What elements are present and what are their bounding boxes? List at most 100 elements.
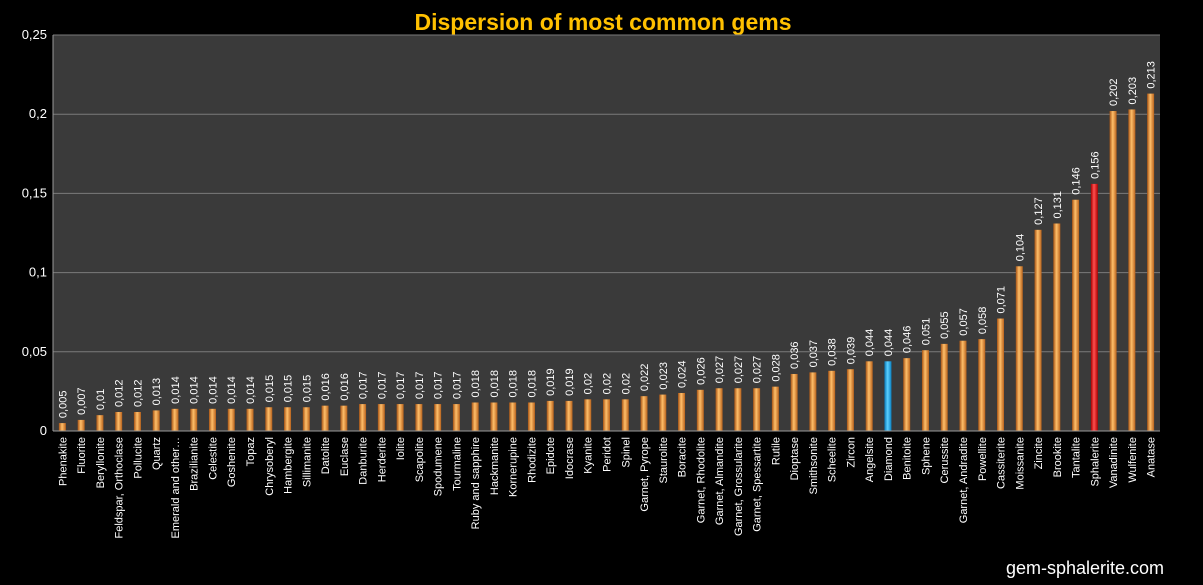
data-label: 0,213 — [1146, 61, 1158, 89]
bar-garnet-grossularite — [734, 388, 742, 431]
data-label: 0,018 — [489, 370, 501, 398]
data-label: 0,014 — [170, 376, 182, 404]
bar-peridot — [603, 399, 610, 431]
data-label: 0,02 — [583, 373, 595, 394]
x-tick-label: Garnet, Almandite — [714, 437, 726, 525]
data-label: 0,014 — [226, 376, 238, 404]
data-label: 0,044 — [864, 329, 876, 357]
x-tick-label: Dioptase — [789, 437, 801, 480]
x-tick-label: Sphene — [920, 437, 932, 475]
bar-boracite — [678, 392, 686, 431]
data-label: 0,014 — [245, 376, 257, 404]
x-tick-label: Garnet, Andradite — [958, 437, 970, 523]
data-label: 0,014 — [189, 376, 201, 404]
y-tick-label: 0,15 — [22, 185, 47, 200]
data-label: 0,013 — [151, 378, 163, 406]
x-tick-label: Spinel — [620, 437, 632, 468]
data-label: 0,104 — [1014, 234, 1026, 262]
x-tick-label: Scapolite — [414, 437, 426, 482]
data-label: 0,02 — [620, 373, 632, 394]
data-label: 0,018 — [526, 370, 538, 398]
bar-chrysoberyl — [265, 407, 273, 431]
bar-euclase — [340, 405, 348, 431]
x-tick-label: Cassiterite — [996, 437, 1008, 489]
bar-danburite — [359, 404, 367, 431]
x-tick-label: Celestite — [207, 437, 219, 480]
data-label: 0,012 — [132, 379, 144, 407]
x-tick-label: Brazilianite — [189, 437, 201, 491]
y-tick-label: 0,2 — [29, 106, 47, 121]
data-label: 0,007 — [76, 387, 88, 415]
x-tick-label: Topaz — [245, 437, 257, 466]
data-label: 0,055 — [939, 311, 951, 339]
bar-powellite — [978, 339, 986, 431]
x-tick-label: Cerussite — [939, 437, 951, 483]
data-label: 0,071 — [996, 286, 1008, 314]
bar-epidote — [546, 400, 554, 431]
x-tick-label: Epidote — [545, 437, 557, 474]
data-label: 0,017 — [358, 372, 370, 400]
x-tick-label: Vanadinite — [1108, 437, 1120, 488]
x-tick-label: Benitoite — [902, 437, 914, 480]
x-tick-label: Idocrase — [564, 437, 576, 479]
data-label: 0,016 — [339, 373, 351, 401]
bar-feldspar-orthoclase — [115, 411, 123, 431]
x-tick-label: Goshenite — [226, 437, 238, 487]
bar-brazilianite — [190, 408, 198, 431]
x-tick-label: Smithsonite — [808, 437, 820, 494]
x-tick-label: Boracite — [677, 437, 689, 477]
data-label: 0,015 — [283, 375, 295, 403]
bar-cerussite — [940, 343, 948, 431]
x-tick-label: Beryllonite — [95, 437, 107, 488]
x-tick-label: Diamond — [883, 437, 895, 481]
x-tick-label: Garnet, Spessartite — [752, 437, 764, 532]
data-label: 0,039 — [845, 337, 857, 365]
data-label: 0,023 — [658, 362, 670, 390]
bar-moissanite — [1015, 266, 1023, 431]
bar-tourmaline — [452, 404, 460, 431]
bar-garnet-pyrope — [640, 396, 648, 431]
data-label: 0,028 — [770, 354, 782, 382]
x-tick-label: Brookite — [1052, 437, 1064, 477]
bar-ruby-and-sapphire — [471, 402, 479, 431]
y-tick-label: 0 — [40, 423, 47, 438]
x-tick-label: Tourmaline — [451, 437, 463, 491]
data-label: 0,017 — [376, 372, 388, 400]
bar-scheelite — [828, 370, 836, 431]
data-label: 0,131 — [1052, 191, 1064, 219]
bar-vanadinite — [1109, 111, 1117, 432]
data-label: 0,057 — [958, 308, 970, 336]
bar-anatase — [1147, 93, 1155, 431]
data-label: 0,046 — [902, 326, 914, 354]
data-label: 0,044 — [883, 329, 895, 357]
bar-sphalerite — [1090, 183, 1098, 431]
x-tick-label: Wulfenite — [1127, 437, 1139, 483]
data-label: 0,022 — [639, 364, 651, 392]
x-tick-label: Kornerupine — [508, 437, 520, 497]
data-label: 0,058 — [977, 307, 989, 335]
x-tick-label: Tantalite — [1071, 437, 1083, 478]
data-label: 0,202 — [1108, 79, 1120, 107]
data-label: 0,146 — [1071, 167, 1083, 195]
bar-rutile — [771, 386, 779, 431]
y-tick-label: 0,1 — [29, 265, 47, 280]
data-label: 0,036 — [789, 341, 801, 369]
x-tick-label: Kyanite — [583, 437, 595, 474]
data-label: 0,051 — [920, 318, 932, 346]
x-tick-label: Chrysoberyl — [264, 437, 276, 496]
x-tick-label: Sphalerite — [1089, 437, 1101, 487]
bar-topaz — [246, 408, 254, 431]
bar-kyanite — [584, 399, 592, 431]
bar-garnet-andradite — [959, 340, 967, 431]
data-label: 0,017 — [395, 372, 407, 400]
x-tick-label: Staurolite — [658, 437, 670, 483]
data-label: 0,012 — [114, 379, 126, 407]
bar-spinel — [621, 399, 629, 431]
data-label: 0,015 — [264, 375, 276, 403]
x-tick-label: Hackmanite — [489, 437, 501, 495]
plot-area — [53, 35, 1160, 431]
bar-spodumene — [434, 404, 442, 431]
bar-beryllonite — [96, 415, 104, 431]
bar-smithsonite — [809, 372, 817, 431]
x-tick-label: Zircon — [845, 437, 857, 468]
